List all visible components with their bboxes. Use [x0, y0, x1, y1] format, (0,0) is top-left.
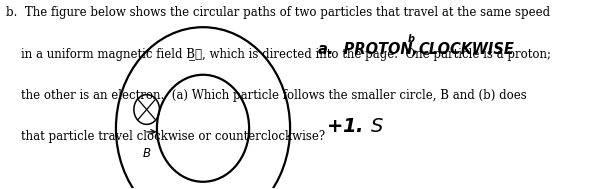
Text: the other is an electron.  (a) Which particle follows the smaller circle, B and : the other is an electron. (a) Which part… [6, 89, 527, 102]
Text: $B$: $B$ [142, 147, 152, 160]
Text: b: b [408, 34, 415, 44]
Text: that particle travel clockwise or counterclockwise?: that particle travel clockwise or counte… [6, 130, 325, 143]
Text: a.  PROTON,: a. PROTON, [318, 42, 418, 57]
Text: b.  The figure below shows the circular paths of two particles that travel at th: b. The figure below shows the circular p… [6, 6, 550, 19]
Text: CLOCKWISE: CLOCKWISE [418, 42, 514, 57]
Text: +1. $\mathit{S}$: +1. $\mathit{S}$ [326, 117, 384, 136]
Text: in a uniform magnetic field B̲⃗, which is directed into the page.  One particle : in a uniform magnetic field B̲⃗, which i… [6, 48, 551, 61]
